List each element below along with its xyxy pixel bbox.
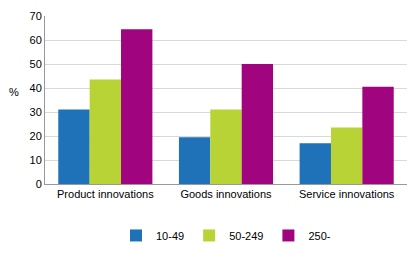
svg-text:250-: 250- xyxy=(308,230,330,242)
svg-text:0: 0 xyxy=(36,178,42,190)
svg-text:Goods innovations: Goods innovations xyxy=(180,188,272,200)
svg-text:40: 40 xyxy=(30,82,42,94)
svg-text:10: 10 xyxy=(30,154,42,166)
svg-text:60: 60 xyxy=(30,34,42,46)
svg-text:%: % xyxy=(9,86,19,98)
svg-text:50-249: 50-249 xyxy=(229,230,263,242)
svg-text:Product innovations: Product innovations xyxy=(57,188,154,200)
svg-text:20: 20 xyxy=(30,130,42,142)
svg-text:50: 50 xyxy=(30,58,42,70)
svg-text:10-49: 10-49 xyxy=(156,230,184,242)
svg-text:70: 70 xyxy=(30,10,42,22)
svg-text:30: 30 xyxy=(30,106,42,118)
svg-text:Service innovations: Service innovations xyxy=(299,188,395,200)
